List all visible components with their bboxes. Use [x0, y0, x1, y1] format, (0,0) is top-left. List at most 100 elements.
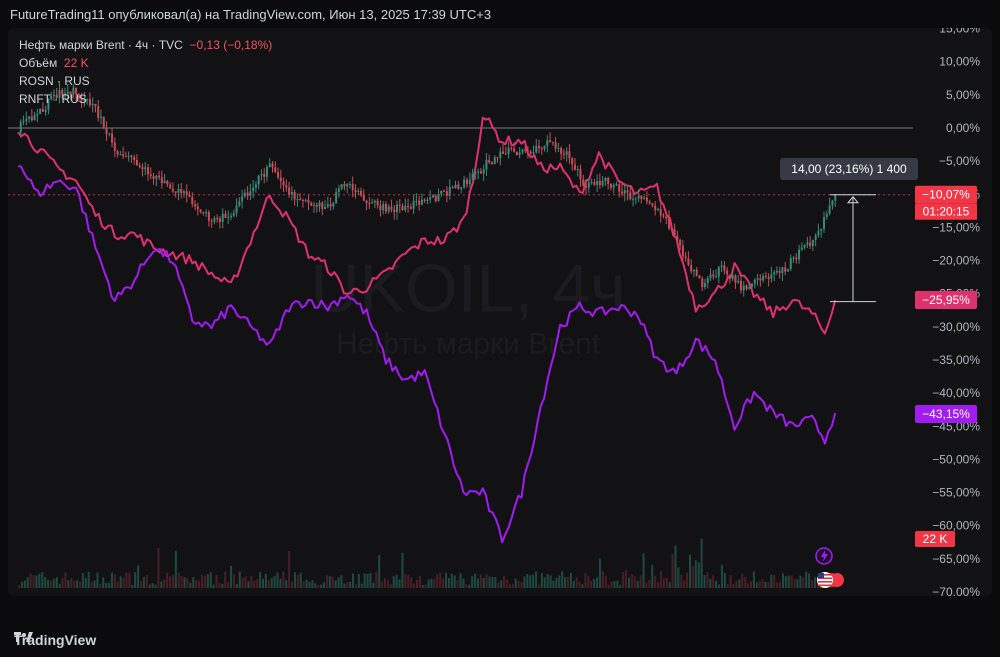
- volume-bar: [523, 576, 526, 588]
- series-lines: [17, 116, 837, 544]
- volume-bar: [212, 584, 215, 588]
- volume-bar: [601, 571, 604, 588]
- volume-bar: [790, 575, 793, 588]
- candle-body: [759, 278, 762, 281]
- candle-body: [526, 150, 529, 152]
- candle-body: [44, 109, 47, 112]
- y-tick-label: 10,00%: [939, 55, 980, 69]
- volume-bar: [462, 578, 465, 588]
- y-tick-label: −50,00%: [932, 452, 980, 466]
- candle-body: [354, 190, 357, 192]
- candle-body: [637, 195, 640, 199]
- legend-series2[interactable]: ROSN · RUS: [19, 74, 90, 88]
- volume-bar: [267, 580, 270, 588]
- volume-bar: [439, 572, 442, 588]
- legend-row-rosn: ROSN · RUS: [19, 72, 272, 90]
- volume-bar: [84, 577, 87, 588]
- volume-bar: [558, 575, 561, 588]
- candle-body: [238, 201, 241, 206]
- volume-bar: [677, 567, 680, 588]
- volume-bar: [479, 574, 482, 588]
- candle-body: [174, 191, 177, 193]
- volume-bar: [366, 573, 369, 588]
- volume-bar: [674, 545, 677, 588]
- candle-body: [102, 116, 105, 128]
- volume-bar: [18, 584, 20, 588]
- candle-body: [39, 109, 42, 114]
- candle-body: [390, 206, 393, 210]
- candle-body: [443, 190, 446, 192]
- volume-bar: [151, 583, 154, 588]
- candle-body: [831, 200, 834, 206]
- legend-volume-label[interactable]: Объём: [19, 56, 58, 70]
- candle-body: [343, 184, 346, 187]
- candle-body: [285, 185, 288, 188]
- volume-bar: [247, 581, 250, 588]
- volume-bar: [784, 576, 787, 588]
- candle-body: [454, 184, 457, 189]
- volume-bar: [238, 571, 241, 588]
- candle-body: [634, 198, 637, 200]
- volume-bar: [47, 579, 50, 588]
- volume-bar: [662, 578, 665, 588]
- candle-body: [321, 202, 324, 210]
- candle-body: [775, 270, 778, 273]
- volume-bar: [392, 576, 395, 588]
- volume-bar: [302, 581, 305, 588]
- volume-bar: [691, 566, 694, 588]
- volume-bar: [575, 577, 578, 588]
- volume-bar: [52, 579, 55, 588]
- volume-bar: [256, 579, 259, 588]
- candle-body: [825, 213, 828, 218]
- candle-body: [554, 142, 557, 149]
- candle-body: [626, 190, 629, 193]
- volume-bar: [250, 576, 253, 588]
- volume-bar: [680, 574, 683, 588]
- candle-body: [290, 191, 293, 195]
- candle-body: [434, 195, 437, 202]
- volume-bar: [505, 579, 508, 588]
- lightning-glyph: [821, 550, 828, 562]
- candle-body: [770, 274, 773, 279]
- volume-bar: [651, 565, 654, 588]
- volume-bar: [349, 581, 352, 588]
- chart-panel[interactable]: UKOIL, 4ч Нефть марки Brent 14,00 (23,16%…: [8, 28, 992, 596]
- candle-body: [576, 169, 579, 171]
- candle-body: [717, 267, 720, 277]
- volume-bar: [642, 553, 645, 588]
- legend-main-symbol[interactable]: Нефть марки Brent · 4ч · TVC: [19, 38, 183, 52]
- volume-bar: [694, 560, 697, 588]
- candle-body: [485, 159, 488, 170]
- volume-bar: [273, 575, 276, 588]
- footer-brand[interactable]: TradingView: [14, 632, 96, 648]
- volume-bar: [424, 584, 427, 588]
- candle-body: [737, 280, 740, 283]
- volume-bar: [773, 575, 776, 588]
- volume-bar: [552, 580, 555, 588]
- volume-bar: [340, 575, 343, 588]
- volume-bar: [343, 583, 346, 588]
- candle-body: [268, 163, 271, 168]
- volume-bar: [166, 572, 169, 588]
- volume-bar: [500, 580, 503, 588]
- candle-body: [111, 133, 114, 143]
- volume-bar: [683, 580, 686, 588]
- volume-bar: [659, 571, 662, 588]
- volume-bar: [78, 581, 81, 588]
- volume-bar: [261, 578, 264, 588]
- candle-body: [518, 152, 521, 156]
- legend-series3[interactable]: RNFT · RUS: [19, 92, 87, 106]
- volume-bar: [369, 572, 372, 588]
- volume-bar: [686, 572, 689, 588]
- candle-body: [213, 217, 216, 222]
- volume-bar: [410, 577, 413, 588]
- volume-bar: [224, 571, 227, 588]
- candle-body: [543, 145, 546, 149]
- y-tick-label: −55,00%: [932, 486, 980, 500]
- volume-bar: [389, 584, 392, 588]
- volume-bar: [395, 574, 398, 588]
- volume-bar: [421, 584, 424, 588]
- volume-bar: [372, 582, 375, 588]
- volume-bar: [285, 580, 288, 588]
